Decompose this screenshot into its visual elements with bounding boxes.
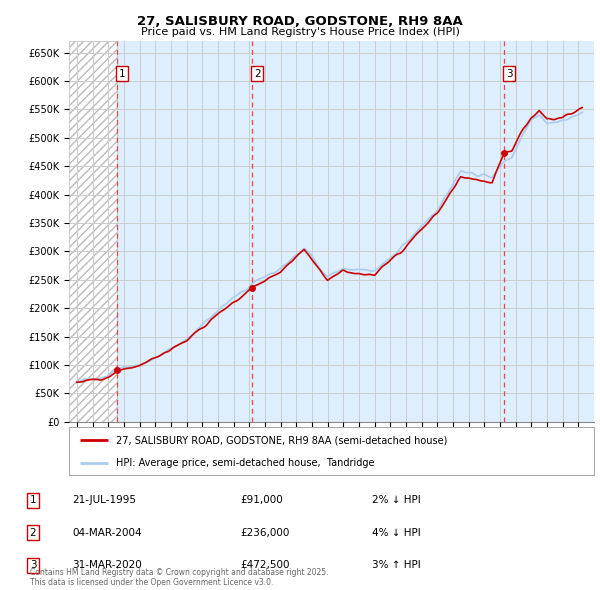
Bar — [69, 41, 117, 422]
Text: 2: 2 — [29, 528, 37, 537]
Text: 04-MAR-2004: 04-MAR-2004 — [72, 528, 142, 537]
Text: Contains HM Land Registry data © Crown copyright and database right 2025.
This d: Contains HM Land Registry data © Crown c… — [30, 568, 329, 587]
Text: 27, SALISBURY ROAD, GODSTONE, RH9 8AA: 27, SALISBURY ROAD, GODSTONE, RH9 8AA — [137, 15, 463, 28]
Text: 3% ↑ HPI: 3% ↑ HPI — [372, 560, 421, 570]
Text: HPI: Average price, semi-detached house,  Tandridge: HPI: Average price, semi-detached house,… — [116, 458, 375, 468]
Text: 3: 3 — [506, 68, 512, 78]
Text: £236,000: £236,000 — [240, 528, 289, 537]
Text: 2: 2 — [254, 68, 260, 78]
Text: 1: 1 — [119, 68, 125, 78]
Text: Price paid vs. HM Land Registry's House Price Index (HPI): Price paid vs. HM Land Registry's House … — [140, 27, 460, 37]
Text: 2% ↓ HPI: 2% ↓ HPI — [372, 496, 421, 505]
Text: 4% ↓ HPI: 4% ↓ HPI — [372, 528, 421, 537]
FancyBboxPatch shape — [69, 427, 594, 475]
Text: £91,000: £91,000 — [240, 496, 283, 505]
Text: 1: 1 — [29, 496, 37, 505]
Text: 31-MAR-2020: 31-MAR-2020 — [72, 560, 142, 570]
Text: 3: 3 — [29, 560, 37, 570]
Text: 27, SALISBURY ROAD, GODSTONE, RH9 8AA (semi-detached house): 27, SALISBURY ROAD, GODSTONE, RH9 8AA (s… — [116, 435, 448, 445]
Text: 21-JUL-1995: 21-JUL-1995 — [72, 496, 136, 505]
Text: £472,500: £472,500 — [240, 560, 290, 570]
